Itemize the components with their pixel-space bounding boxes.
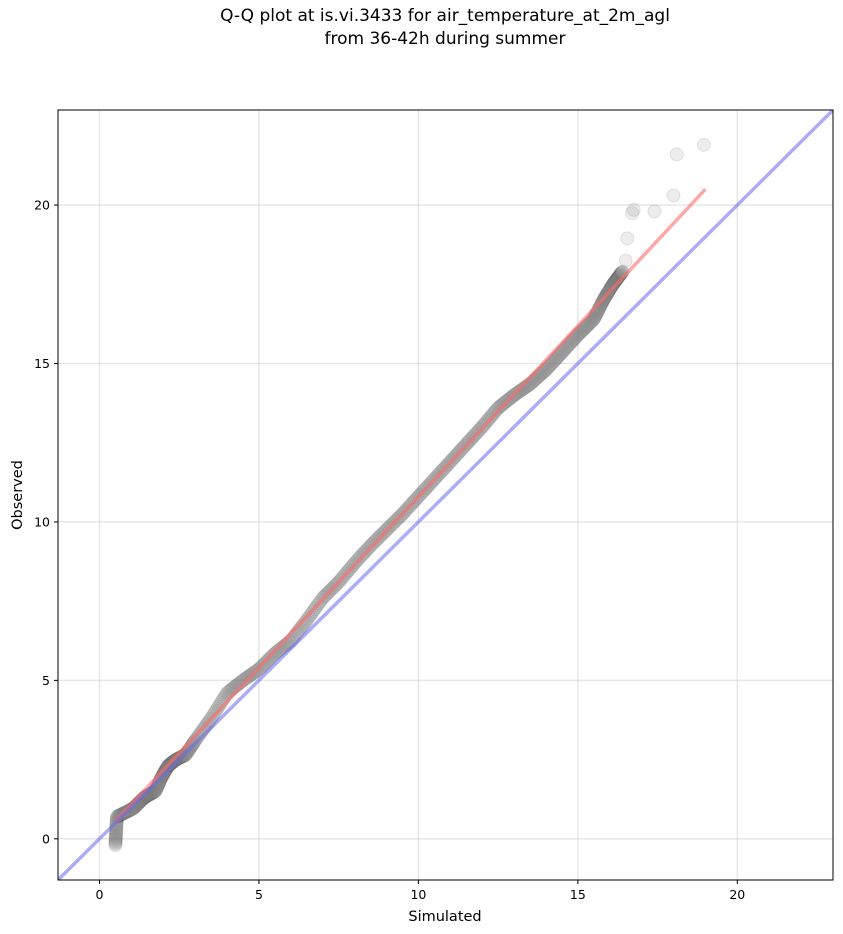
data-point bbox=[626, 202, 641, 217]
data-point bbox=[539, 362, 554, 377]
data-point bbox=[108, 834, 123, 849]
data-point bbox=[210, 701, 225, 716]
data-point bbox=[548, 351, 563, 366]
x-tick-label: 20 bbox=[729, 887, 745, 902]
data-point bbox=[208, 703, 223, 718]
data-point bbox=[269, 644, 284, 659]
data-point bbox=[540, 361, 555, 376]
data-point bbox=[271, 643, 286, 658]
data-point bbox=[491, 400, 506, 415]
data-point bbox=[666, 188, 681, 203]
data-point bbox=[108, 830, 123, 845]
data-point bbox=[108, 831, 123, 846]
data-point bbox=[587, 311, 602, 326]
axis-ticks: 0 5 10 15 20 0 5 10 15 20 bbox=[34, 198, 745, 902]
data-point bbox=[583, 315, 598, 330]
data-point bbox=[267, 647, 282, 662]
reference-lines bbox=[58, 110, 833, 880]
data-point bbox=[109, 825, 124, 840]
data-point bbox=[490, 401, 505, 416]
fit-line bbox=[114, 188, 707, 823]
y-tick-label: 15 bbox=[34, 356, 50, 371]
data-point bbox=[486, 406, 501, 421]
x-tick-label: 10 bbox=[410, 887, 426, 902]
data-point bbox=[170, 752, 185, 767]
data-point bbox=[108, 828, 123, 843]
data-point bbox=[576, 322, 591, 337]
chart-subtitle: from 36-42h during summer bbox=[324, 29, 566, 49]
data-point bbox=[537, 363, 552, 378]
data-point bbox=[109, 824, 124, 839]
data-points bbox=[108, 137, 711, 853]
data-point bbox=[300, 611, 315, 626]
data-point bbox=[542, 359, 557, 374]
data-point bbox=[268, 645, 283, 660]
data-point bbox=[647, 204, 662, 219]
data-point bbox=[492, 399, 507, 414]
data-point bbox=[594, 297, 609, 312]
data-point bbox=[488, 403, 503, 418]
data-point bbox=[487, 404, 502, 419]
data-point bbox=[512, 384, 527, 399]
data-point bbox=[582, 316, 597, 331]
data-point bbox=[581, 317, 596, 332]
data-point bbox=[604, 280, 619, 295]
data-point bbox=[238, 671, 253, 686]
data-point bbox=[579, 319, 594, 334]
x-tick-label: 5 bbox=[255, 887, 263, 902]
y-axis-label: Observed bbox=[10, 460, 26, 530]
data-point bbox=[168, 752, 183, 767]
data-point bbox=[168, 753, 183, 768]
x-axis-label: Simulated bbox=[408, 909, 481, 925]
data-point bbox=[578, 320, 593, 335]
data-point bbox=[577, 321, 592, 336]
data-point bbox=[514, 383, 529, 398]
data-point bbox=[547, 353, 562, 368]
data-point bbox=[108, 836, 123, 851]
data-point bbox=[604, 279, 619, 294]
chart-title: Q-Q plot at is.vi.3433 for air_temperatu… bbox=[0, 5, 843, 51]
y-tick-label: 10 bbox=[34, 514, 50, 529]
data-point bbox=[541, 360, 556, 375]
data-point bbox=[544, 356, 559, 371]
data-point bbox=[625, 205, 640, 220]
data-point bbox=[584, 314, 599, 329]
data-point bbox=[696, 137, 711, 152]
data-point bbox=[594, 296, 609, 311]
data-point bbox=[108, 835, 123, 850]
data-point bbox=[586, 312, 601, 327]
data-point bbox=[543, 357, 558, 372]
data-point bbox=[109, 827, 124, 842]
grid-lines bbox=[58, 110, 833, 880]
data-point bbox=[546, 354, 561, 369]
data-point bbox=[605, 277, 620, 292]
data-point bbox=[239, 670, 254, 685]
data-point bbox=[618, 253, 633, 268]
data-point bbox=[108, 832, 123, 847]
data-point bbox=[169, 752, 184, 767]
data-point bbox=[108, 838, 123, 853]
data-point bbox=[302, 609, 317, 624]
data-point bbox=[585, 313, 600, 328]
chart-title-line-1: Q-Q plot at is.vi.3433 for air_temperatu… bbox=[220, 6, 670, 26]
x-tick-label: 0 bbox=[95, 887, 103, 902]
x-tick-label: 15 bbox=[570, 887, 586, 902]
data-point bbox=[669, 147, 684, 162]
data-point bbox=[545, 355, 560, 370]
data-point bbox=[593, 298, 608, 313]
data-point bbox=[620, 231, 635, 246]
plot-frame bbox=[57, 109, 834, 881]
identity-line bbox=[58, 110, 833, 880]
y-tick-label: 0 bbox=[42, 831, 50, 846]
data-point bbox=[580, 318, 595, 333]
y-tick-label: 5 bbox=[42, 673, 50, 688]
y-tick-label: 20 bbox=[34, 198, 50, 213]
data-point bbox=[605, 278, 620, 293]
data-point bbox=[299, 613, 314, 628]
